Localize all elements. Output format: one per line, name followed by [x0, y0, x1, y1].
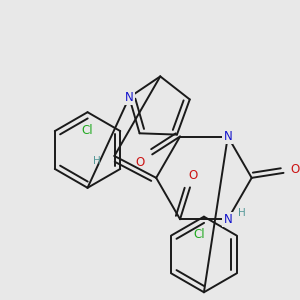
Text: H: H	[93, 156, 101, 166]
Text: Cl: Cl	[193, 228, 205, 241]
Text: O: O	[291, 164, 300, 176]
Text: N: N	[224, 130, 232, 143]
Text: N: N	[125, 91, 134, 104]
Text: O: O	[136, 156, 145, 169]
Text: H: H	[238, 208, 246, 218]
Text: Cl: Cl	[82, 124, 93, 136]
Text: N: N	[224, 213, 232, 226]
Text: O: O	[188, 169, 198, 182]
